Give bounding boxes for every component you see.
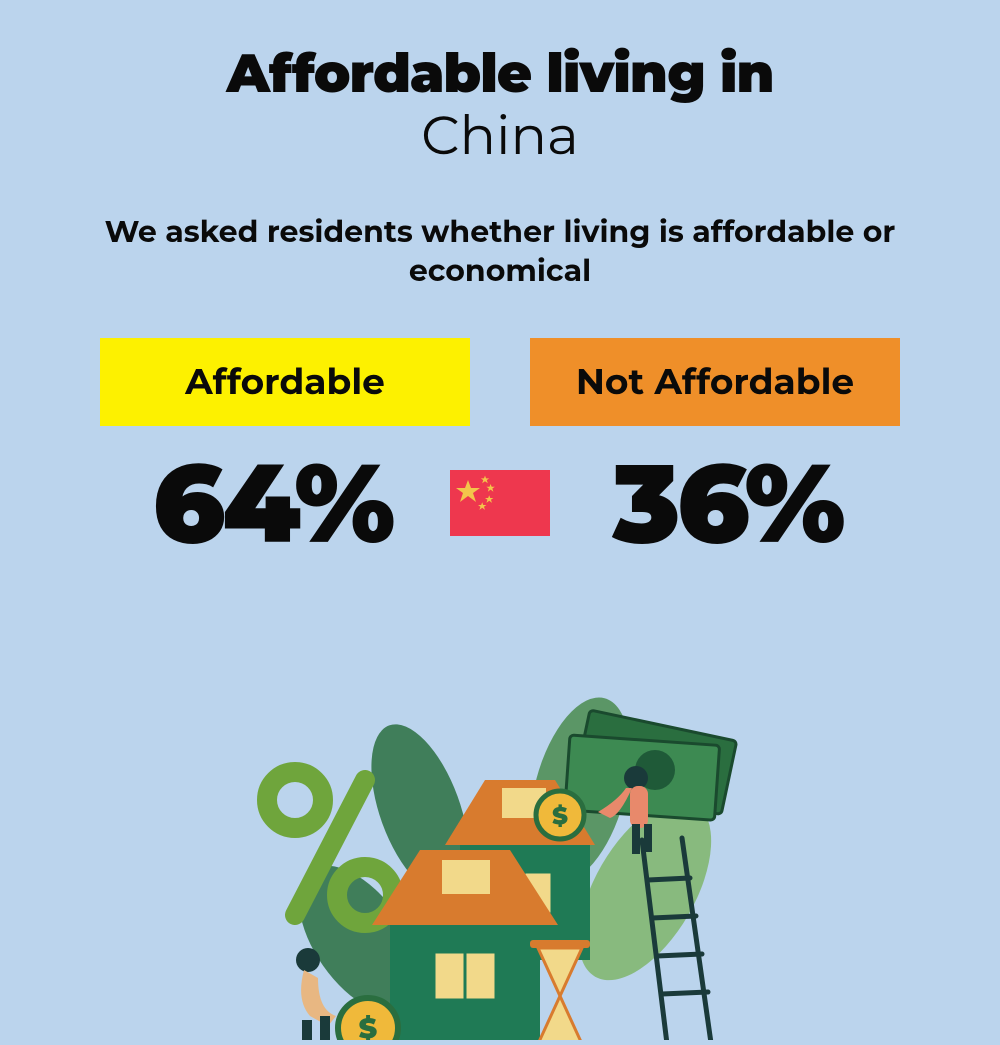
- money-house-illustration: $: [200, 660, 800, 1040]
- title-line-2: China: [60, 102, 940, 168]
- subtitle-text: We asked residents whether living is aff…: [60, 212, 940, 290]
- infographic-container: Affordable living in China We asked resi…: [0, 0, 1000, 570]
- flag-wrap: [445, 470, 555, 536]
- badge-affordable-label: Affordable: [185, 360, 385, 404]
- badge-not-affordable: Not Affordable: [530, 338, 900, 426]
- svg-text:$: $: [359, 1012, 378, 1040]
- percent-affordable: 64%: [100, 436, 445, 570]
- svg-text:$: $: [552, 802, 568, 831]
- percent-row: 64% 36%: [100, 436, 900, 570]
- percent-not-affordable: 36%: [555, 436, 900, 570]
- badge-not-affordable-label: Not Affordable: [576, 360, 854, 404]
- badge-affordable: Affordable: [100, 338, 470, 426]
- china-flag-icon: [450, 470, 550, 536]
- title-line-1: Affordable living in: [60, 40, 940, 106]
- badge-row: Affordable Not Affordable: [100, 338, 900, 426]
